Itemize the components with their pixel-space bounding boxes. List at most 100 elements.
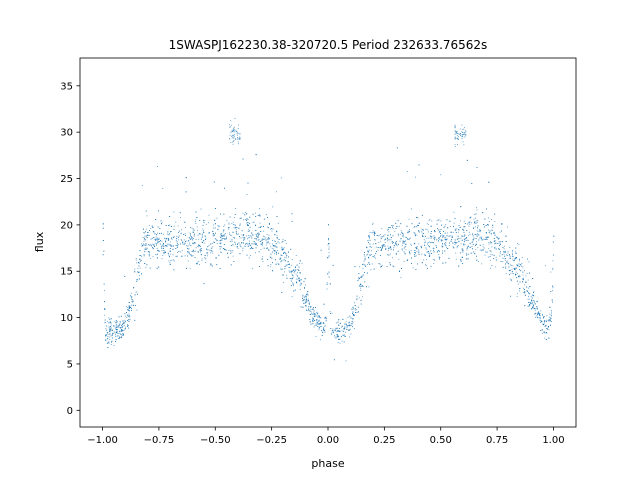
- data-point: [272, 243, 273, 245]
- data-point: [204, 235, 206, 237]
- data-point: [474, 253, 476, 255]
- data-point: [260, 240, 262, 242]
- data-point: [423, 233, 424, 234]
- data-point: [262, 261, 264, 262]
- data-point: [476, 209, 478, 211]
- data-point: [379, 247, 381, 248]
- data-point: [368, 251, 369, 253]
- data-point: [458, 225, 460, 226]
- data-point: [402, 249, 403, 251]
- data-point: [222, 235, 224, 237]
- data-point: [176, 246, 178, 248]
- data-point: [174, 260, 176, 262]
- data-point: [523, 279, 524, 281]
- data-point: [166, 237, 168, 239]
- data-point: [291, 278, 293, 280]
- data-point: [336, 335, 338, 337]
- data-point: [261, 258, 263, 260]
- data-point: [498, 238, 499, 240]
- data-point: [255, 243, 257, 244]
- data-point: [342, 318, 344, 320]
- data-point: [234, 118, 236, 120]
- data-point: [533, 291, 535, 293]
- data-point: [490, 251, 492, 253]
- data-point: [229, 126, 231, 128]
- data-point: [207, 246, 209, 248]
- data-point: [373, 232, 375, 233]
- data-point: [308, 300, 309, 302]
- data-point: [223, 236, 225, 237]
- data-point: [148, 244, 150, 246]
- data-point: [126, 314, 128, 316]
- data-point: [135, 259, 137, 261]
- data-point: [393, 249, 394, 251]
- data-point: [170, 231, 172, 233]
- data-point: [527, 290, 528, 292]
- data-point: [192, 242, 194, 244]
- data-point: [144, 251, 146, 253]
- data-point: [257, 215, 259, 216]
- data-point: [490, 233, 492, 235]
- data-point: [522, 266, 524, 268]
- data-point: [280, 254, 282, 256]
- data-point: [541, 329, 543, 331]
- data-point: [522, 271, 524, 273]
- data-point: [368, 236, 370, 237]
- data-point: [481, 250, 483, 251]
- data-point: [378, 235, 380, 237]
- data-point: [305, 302, 307, 304]
- data-point: [110, 327, 112, 329]
- data-point: [156, 257, 158, 259]
- data-point: [430, 236, 432, 238]
- data-point: [429, 219, 431, 220]
- data-point: [491, 219, 492, 220]
- data-point: [364, 252, 365, 253]
- data-point: [238, 227, 240, 229]
- data-point: [139, 255, 141, 256]
- data-point: [429, 256, 430, 257]
- data-point: [292, 277, 294, 279]
- data-point: [530, 295, 532, 297]
- data-point: [549, 313, 551, 315]
- data-point: [106, 329, 108, 331]
- data-point: [312, 318, 314, 320]
- data-point: [162, 255, 164, 256]
- data-point: [285, 260, 287, 262]
- data-point: [379, 263, 381, 265]
- data-point: [321, 330, 323, 332]
- data-point: [168, 243, 170, 245]
- data-point: [430, 225, 432, 227]
- data-point: [127, 309, 129, 311]
- data-point: [552, 260, 554, 262]
- data-point: [368, 257, 370, 259]
- data-point: [316, 314, 318, 316]
- data-point: [239, 138, 241, 140]
- data-point: [190, 254, 192, 256]
- data-point: [194, 242, 196, 244]
- data-point: [302, 300, 303, 302]
- data-point: [180, 217, 181, 218]
- data-point: [264, 237, 266, 239]
- data-point: [109, 321, 111, 323]
- data-point: [262, 256, 264, 258]
- data-point: [110, 326, 111, 327]
- data-point: [210, 250, 212, 251]
- data-point: [370, 269, 372, 271]
- data-point: [345, 331, 347, 333]
- data-point: [316, 311, 318, 313]
- data-point: [249, 248, 251, 250]
- y-tick-label: 20: [60, 220, 73, 231]
- data-point: [465, 134, 467, 136]
- data-point: [169, 256, 170, 258]
- data-point: [327, 273, 329, 275]
- data-point: [479, 249, 481, 251]
- data-point: [207, 255, 208, 257]
- data-point: [553, 235, 555, 237]
- data-point: [145, 267, 147, 269]
- data-point: [181, 240, 183, 241]
- data-point: [510, 264, 511, 266]
- data-point: [413, 243, 415, 245]
- data-point: [288, 251, 289, 253]
- data-point: [481, 239, 483, 241]
- data-point: [242, 212, 244, 214]
